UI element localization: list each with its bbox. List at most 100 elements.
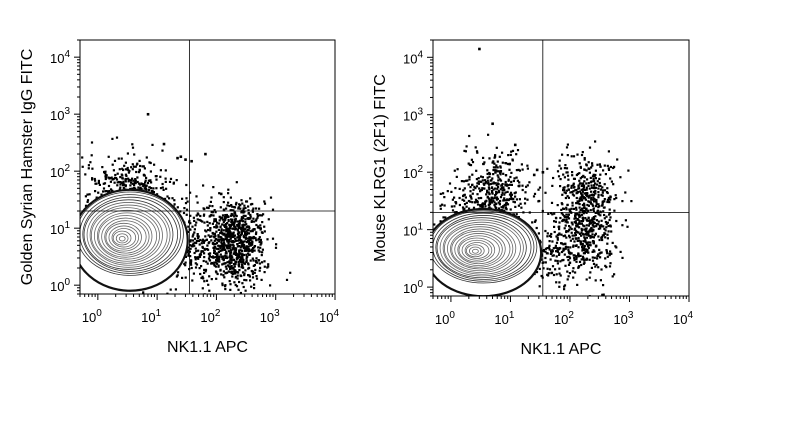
event-dot [596, 209, 599, 212]
event-dot [564, 264, 567, 267]
event-dot [130, 166, 133, 169]
contour-line [96, 212, 158, 260]
event-dot [585, 188, 588, 191]
event-dot [594, 182, 597, 185]
event-dot [230, 204, 233, 207]
event-dot [563, 176, 566, 179]
event-dot [190, 263, 193, 266]
event-dot [162, 142, 166, 146]
event-dot [201, 220, 204, 223]
event-dot [243, 262, 247, 265]
event-dot [516, 179, 519, 182]
event-dot [567, 217, 571, 220]
event-dot [503, 193, 506, 196]
event-dot [578, 162, 581, 165]
event-dot [221, 263, 224, 266]
event-dot [196, 218, 199, 221]
event-dot [230, 259, 233, 262]
event-dot [215, 241, 218, 244]
event-dot [251, 272, 254, 276]
event-dot [246, 241, 249, 244]
event-dot [107, 176, 110, 179]
event-dot [572, 186, 575, 189]
event-dot [237, 260, 240, 264]
event-dot [207, 234, 210, 237]
event-dot [173, 199, 176, 202]
event-dot [441, 203, 444, 206]
event-dot [251, 270, 254, 273]
event-dot [161, 182, 164, 186]
event-dot [563, 186, 566, 189]
event-dot [463, 207, 466, 210]
event-dot [176, 274, 179, 277]
event-dot [242, 228, 245, 232]
event-dot [496, 174, 499, 177]
event-dot [572, 177, 576, 180]
x-tick-label: 102 [200, 308, 220, 325]
event-dot [193, 251, 196, 255]
event-dot [601, 186, 604, 189]
event-dot [498, 202, 501, 205]
event-dot [505, 202, 508, 205]
contour-line [111, 228, 137, 248]
event-dot [560, 250, 564, 254]
event-dot [587, 246, 590, 250]
event-dot [576, 153, 579, 156]
event-dot [597, 254, 600, 257]
event-dot [606, 242, 609, 245]
y-tick-label: 104 [50, 49, 70, 66]
event-dot [580, 153, 584, 157]
event-dot [497, 179, 500, 182]
event-dot [592, 210, 595, 213]
event-dot [571, 223, 574, 226]
event-dot [565, 213, 568, 216]
event-dot [245, 247, 248, 250]
event-dot [535, 226, 538, 230]
event-dot [257, 238, 260, 241]
event-dot [553, 230, 556, 234]
event-dot [587, 184, 590, 187]
event-dot [142, 291, 145, 294]
event-dot [231, 247, 234, 250]
event-dot [137, 186, 140, 189]
event-dot [572, 190, 575, 193]
event-dot [521, 184, 524, 187]
event-dot [492, 169, 495, 172]
event-dot [491, 192, 494, 195]
event-dot [606, 233, 609, 236]
event-dot [578, 190, 582, 193]
event-dot [584, 239, 587, 242]
event-dot [518, 198, 521, 201]
event-dot [261, 261, 264, 264]
event-dot [604, 173, 607, 176]
event-dot [193, 231, 196, 234]
event-dot [558, 272, 561, 275]
event-dot [65, 150, 67, 152]
event-dot [246, 252, 250, 255]
event-dot [591, 240, 595, 243]
event-dot [563, 288, 566, 291]
event-dot [247, 263, 250, 266]
event-dot [568, 255, 571, 258]
event-dot [233, 211, 236, 214]
x-tick-label: 100 [82, 308, 102, 325]
event-dot [589, 176, 592, 179]
event-dot [93, 177, 96, 181]
event-dot [210, 256, 213, 259]
event-dot [439, 204, 442, 207]
event-dot [242, 209, 245, 212]
event-dot [230, 235, 234, 238]
event-dot [454, 187, 457, 190]
event-dot [142, 183, 145, 186]
event-dot [258, 262, 261, 265]
event-dot [594, 192, 597, 195]
event-dot [603, 217, 606, 220]
event-dot [250, 220, 253, 223]
event-dot [252, 207, 255, 210]
event-dot [242, 258, 245, 262]
event-dot [190, 260, 193, 263]
event-dot [219, 249, 222, 253]
event-dot [575, 206, 578, 209]
event-dot [245, 253, 248, 256]
event-dot [510, 197, 513, 200]
